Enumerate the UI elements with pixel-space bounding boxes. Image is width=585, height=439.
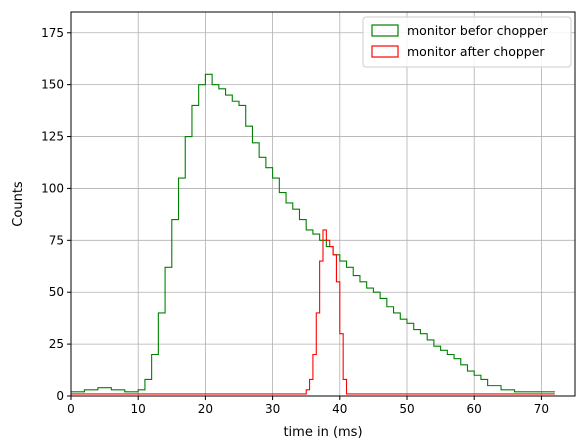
- y-axis-label: Counts: [11, 181, 26, 227]
- y-tick-label: 150: [41, 78, 64, 92]
- legend: monitor befor chopper monitor after chop…: [362, 16, 572, 68]
- series-line-monitor-befor-chopper: [71, 73, 555, 393]
- x-tick-label: 40: [332, 402, 347, 416]
- series-layer: [71, 73, 555, 395]
- y-tick-label: 25: [49, 337, 64, 351]
- x-axis-label: time in (ms): [283, 425, 362, 439]
- plot-frame: [70, 11, 576, 397]
- x-tick-label: 20: [198, 402, 213, 416]
- x-tick-label: 70: [534, 402, 549, 416]
- x-tick-label: 0: [67, 402, 75, 416]
- y-axis-ticks: 0 25 50 75 100 125 150 175: [41, 26, 71, 403]
- y-tick-label: 0: [56, 389, 64, 403]
- series-line-monitor-after-chopper: [71, 229, 555, 395]
- y-tick-label: 100: [41, 181, 64, 195]
- y-tick-label: 175: [41, 26, 64, 40]
- legend-box: [362, 16, 572, 68]
- y-tick-label: 50: [49, 285, 64, 299]
- y-tick-label: 125: [41, 130, 64, 144]
- x-tick-label: 30: [265, 402, 280, 416]
- x-axis-ticks: 0 10 20 30 40 50 60 70: [67, 396, 549, 416]
- x-tick-label: 10: [131, 402, 146, 416]
- legend-label-monitor-befor-chopper: monitor befor chopper: [407, 23, 549, 38]
- legend-swatch-monitor-after-chopper: [371, 45, 399, 58]
- legend-swatch-monitor-befor-chopper: [371, 24, 399, 37]
- legend-label-monitor-after-chopper: monitor after chopper: [407, 44, 545, 59]
- x-tick-label: 50: [399, 402, 414, 416]
- x-tick-label: 60: [467, 402, 482, 416]
- y-tick-label: 75: [49, 233, 64, 247]
